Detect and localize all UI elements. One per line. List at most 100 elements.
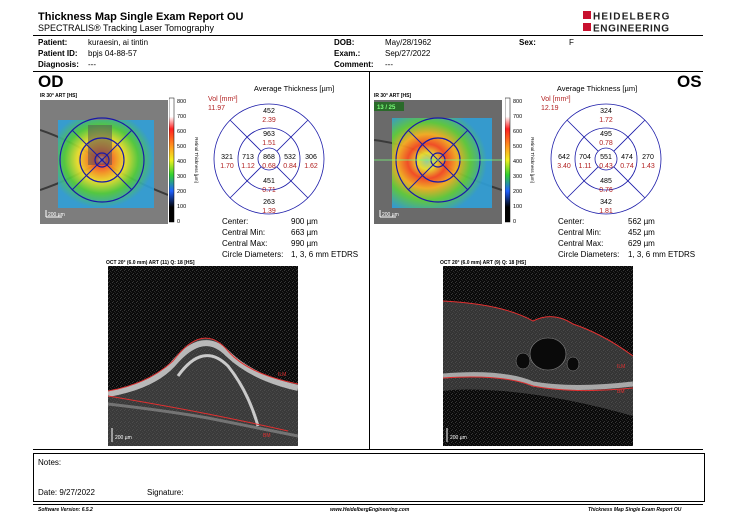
- od-colorbar-tick: 400: [177, 159, 186, 165]
- os-colorbar-tick: 800: [513, 99, 522, 105]
- od-etdrs-grid: Average Thickness [µm] Vol [mm³] 11.97 4…: [208, 84, 334, 215]
- os-colorbar-tick: 600: [513, 129, 522, 135]
- os-oct-caption: OCT 20° (6.0 mm) ART (9) Q: 18 [HS]: [440, 260, 526, 266]
- os-colorbar-tick: 300: [513, 174, 522, 180]
- od-oct-caption: OCT 20° (6.0 mm) ART (11) Q: 18 [HS]: [106, 260, 195, 266]
- od-colorbar-tick: 600: [177, 129, 186, 135]
- od-center-value: 900 µm: [291, 217, 318, 226]
- patient-id-value: bpjs 04-88-57: [88, 49, 137, 58]
- os-oct-scale-label: 200 µm: [450, 435, 467, 441]
- od-colorbar-tick: 100: [177, 204, 186, 210]
- od-vol-value: 11.97: [208, 105, 225, 112]
- exam-value: Sep/27/2022: [385, 49, 431, 58]
- sex-label: Sex:: [519, 38, 536, 47]
- os-colorbar-tick: 700: [513, 114, 522, 120]
- od-grid-top-inner: 963: [263, 131, 275, 138]
- os-grid-right-outer: 270: [642, 154, 654, 161]
- patient-id-label: Patient ID:: [38, 49, 78, 58]
- os-grid-bottom-outer: 342: [600, 199, 612, 206]
- od-circle-diam-value: 1, 3, 6 mm ETDRS: [291, 250, 359, 259]
- od-thickness-map: 200 µm: [40, 100, 168, 224]
- exam-label: Exam.:: [334, 49, 361, 58]
- os-grid-bottom-inner-vol: 0.76: [599, 187, 613, 194]
- website-link[interactable]: www.HeidelbergEngineering.com: [330, 507, 410, 513]
- os-grid-left-outer: 642: [558, 154, 570, 161]
- os-grid-right-inner: 474: [621, 154, 633, 161]
- os-grid-bottom-inner: 485: [600, 178, 612, 185]
- os-grid-center: 551: [600, 154, 612, 161]
- date-label: Date: 9/27/2022: [38, 488, 95, 497]
- os-vol-label: Vol [mm³]: [541, 96, 571, 103]
- os-vol-value: 12.19: [541, 105, 559, 112]
- os-grid-left-inner: 704: [579, 154, 591, 161]
- od-grid-top-outer-vol: 2.39: [262, 117, 276, 124]
- od-eye-label: OD: [38, 72, 64, 91]
- od-grid-bottom-inner: 451: [263, 178, 275, 185]
- logo-line1: HEIDELBERG: [593, 12, 671, 23]
- os-oct-bscan: ILM BM 200 µm: [443, 266, 633, 446]
- comment-value: ---: [385, 60, 393, 69]
- notes-label: Notes:: [38, 458, 62, 467]
- od-grid-bottom-outer-vol: 1.39: [262, 208, 276, 215]
- od-grid-bottom-outer: 263: [263, 199, 275, 206]
- report-title: Thickness Map Single Exam Report OU: [38, 11, 244, 23]
- os-scale-label: 200 µm: [382, 212, 399, 218]
- od-grid-bottom-inner-vol: 0.71: [262, 187, 276, 194]
- od-colorbar-tick: 200: [177, 189, 186, 195]
- os-central-max-label: Central Max:: [558, 239, 604, 248]
- od-circle-diam-label: Circle Diameters:: [222, 250, 284, 259]
- od-grid-right-inner-vol: 0.84: [283, 163, 297, 170]
- od-bm-label: BM: [263, 433, 271, 439]
- dob-label: DOB:: [334, 38, 355, 47]
- os-colorbar-tick: 100: [513, 204, 522, 210]
- od-colorbar-tick: 800: [177, 99, 186, 105]
- od-central-max-label: Central Max:: [222, 239, 268, 248]
- signature-label: Signature:: [147, 488, 184, 497]
- os-colorbar-tick: 0: [513, 219, 516, 225]
- od-grid-top-inner-vol: 1.51: [262, 140, 276, 147]
- od-colorbar-tick: 300: [177, 174, 186, 180]
- od-grid-left-inner-vol: 1.12: [241, 163, 255, 170]
- od-grid-right-inner: 532: [284, 154, 296, 161]
- od-grid-center-vol: 0.68: [262, 163, 276, 170]
- patient-label: Patient:: [38, 38, 68, 47]
- od-grid-left-inner: 713: [242, 154, 254, 161]
- od-colorbar-tick: 500: [177, 144, 186, 150]
- notes-box[interactable]: [33, 453, 705, 502]
- od-ilm-label: ILM: [278, 372, 286, 378]
- diagnosis-value: ---: [88, 60, 96, 69]
- od-ir-caption: IR 30° ART [HS]: [40, 93, 78, 99]
- sex-value: F: [569, 38, 574, 47]
- os-grid-center-vol: 0.43: [599, 163, 613, 170]
- od-oct-bscan: ILM BM 200 µm: [108, 266, 298, 446]
- os-etdrs-grid: Average Thickness [µm] Vol [mm³] 12.19 3…: [541, 84, 662, 215]
- software-version: Software Version: 6.5.2: [38, 507, 93, 513]
- od-colorbar-tick: 700: [177, 114, 186, 120]
- od-grid-left-outer-vol: 1.70: [220, 163, 234, 170]
- os-circle-diam-value: 1, 3, 6 mm ETDRS: [628, 250, 696, 259]
- os-grid-right-outer-vol: 1.43: [641, 163, 655, 170]
- os-central-max-value: 629 µm: [628, 239, 655, 248]
- od-central-min-value: 663 µm: [291, 228, 318, 237]
- od-central-min-label: Central Min:: [222, 228, 266, 237]
- od-grid-top-outer: 452: [263, 108, 275, 115]
- os-thickness-map: 13 / 25 200 µm: [374, 100, 502, 224]
- diagnosis-label: Diagnosis:: [38, 60, 79, 69]
- footer-report-name: Thickness Map Single Exam Report OU: [588, 507, 682, 513]
- os-center-label: Center:: [558, 217, 585, 226]
- os-grid-top-inner-vol: 0.78: [599, 140, 613, 147]
- od-grid-right-outer: 306: [305, 154, 317, 161]
- os-colorbar-tick: 200: [513, 189, 522, 195]
- os-grid-title: Average Thickness [µm]: [557, 84, 637, 93]
- os-ir-overlay: 13 / 25: [377, 105, 396, 111]
- os-colorbar-tick: 400: [513, 159, 522, 165]
- os-central-min-label: Central Min:: [558, 228, 602, 237]
- patient-value: kuraesin, ai tintin: [88, 38, 149, 47]
- os-circle-diam-label: Circle Diameters:: [558, 250, 620, 259]
- od-colorbar-title: Retinal Thickness [µm]: [194, 137, 199, 183]
- os-colorbar-tick: 500: [513, 144, 522, 150]
- os-ilm-label: ILM: [617, 364, 625, 370]
- heidelberg-logo: HEIDELBERG ENGINEERING: [583, 11, 671, 34]
- os-colorbar-title: Retinal Thickness [µm]: [530, 137, 535, 183]
- os-central-min-value: 452 µm: [628, 228, 655, 237]
